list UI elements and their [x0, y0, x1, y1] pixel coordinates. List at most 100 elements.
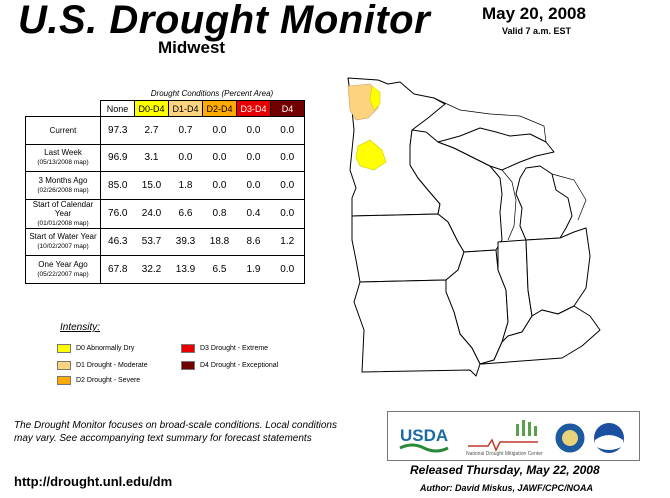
row-label-text: 3 Months Ago [38, 175, 88, 185]
table-cell: 0.0 [270, 143, 305, 172]
table-cell: 0.0 [270, 171, 305, 200]
logos-graphic: USDA National Drought Mitigation Center [399, 420, 624, 457]
column-header-none: None [100, 100, 135, 117]
row-label: Current [25, 116, 101, 145]
usda-logo-bg [400, 426, 444, 444]
column-header-d4: D4 [270, 100, 305, 117]
lake-huron [551, 173, 587, 221]
table-cell: 0.7 [168, 116, 203, 145]
drought-conditions-table: None D0-D4 D1-D4 D2-D4 D3-D4 D4 Current … [25, 100, 305, 284]
state-ohio [525, 227, 591, 317]
table-cell: 1.2 [270, 227, 305, 256]
row-label: Last Week (05/13/2008 map) [25, 143, 101, 172]
table-cell: 0.0 [270, 255, 305, 284]
legend-item: D1 Drought - Moderate [57, 361, 148, 370]
lake-michigan [501, 169, 517, 241]
row-sublabel: (05/22/2007 map) [37, 270, 89, 278]
table-cell: 6.6 [168, 198, 203, 229]
table-cell: 67.8 [100, 255, 135, 284]
legend-item: D0 Abnormally Dry [57, 344, 134, 353]
table-cell: 15.0 [134, 171, 169, 200]
table-cell: 39.3 [168, 227, 203, 256]
legend-swatch [57, 376, 71, 385]
column-header-d1-d4: D1-D4 [168, 100, 203, 117]
release-date: Released Thursday, May 22, 2008 [410, 463, 600, 477]
table-row: One Year Ago (05/22/2007 map) 67.8 32.2 1… [25, 255, 305, 284]
row-sublabel: (02/26/2008 map) [37, 186, 89, 194]
legend-label: D4 Drought - Exceptional [200, 362, 279, 369]
row-label: One Year Ago (05/22/2007 map) [25, 255, 101, 284]
table-cell: 0.8 [202, 198, 237, 229]
usda-logo-swoosh [399, 443, 449, 453]
legend-swatch [57, 344, 71, 353]
drought-area-d0-central [355, 139, 387, 171]
region-name: Midwest [158, 38, 226, 57]
table-cell: 46.3 [100, 227, 135, 256]
table-row: Start of Water Year (10/02/2007 map) 46.3… [25, 227, 305, 256]
table-cell: 0.0 [202, 116, 237, 145]
lake-superior [433, 97, 547, 143]
legend-item: D4 Drought - Exceptional [181, 361, 278, 370]
website-link[interactable]: http://drought.unl.edu/dm [14, 474, 173, 489]
legend-label: D3 Drought - Extreme [200, 345, 269, 352]
table-header-row: None D0-D4 D1-D4 D2-D4 D3-D4 D4 [26, 100, 305, 117]
row-label-text: One Year Ago [38, 259, 88, 269]
legend-title: Intensity: [60, 322, 101, 333]
column-header-d0-d4: D0-D4 [134, 100, 169, 117]
table-cell: 24.0 [134, 198, 169, 229]
drought-area-d0-north [369, 85, 381, 111]
table-cell: 76.0 [100, 198, 135, 229]
table-cell: 0.0 [236, 143, 271, 172]
state-iowa [351, 213, 465, 283]
table-cell: 2.7 [134, 116, 169, 145]
row-label-text: Last Week [44, 148, 82, 158]
row-sublabel: (10/02/2007 map) [37, 243, 89, 251]
table-cell: 32.2 [134, 255, 169, 284]
table-row: Current 97.3 2.7 0.7 0.0 0.0 0.0 [25, 116, 305, 145]
legend-swatch [181, 344, 195, 353]
table-cell: 1.8 [168, 171, 203, 200]
table-cell: 0.0 [202, 143, 237, 172]
table-cell: 96.9 [100, 143, 135, 172]
table-cell: 0.0 [236, 171, 271, 200]
usda-logo-text: USDA [400, 426, 448, 445]
doc-seal-center [562, 430, 578, 446]
legend-item: D2 Drought - Severe [57, 376, 140, 385]
legend-label: D1 Drought - Moderate [76, 362, 148, 369]
table-cell: 8.6 [236, 227, 271, 256]
table-cell: 97.3 [100, 116, 135, 145]
state-kentucky [479, 305, 601, 365]
noaa-logo-wave [595, 435, 623, 450]
row-sublabel: (01/01/2008 map) [37, 219, 89, 227]
legend-label: D2 Drought - Severe [76, 377, 141, 384]
legend-item: D3 Drought - Extreme [181, 344, 268, 353]
table-cell: 0.0 [202, 171, 237, 200]
table-row: 3 Months Ago (02/26/2008 map) 85.0 15.0 1… [25, 171, 305, 200]
state-michigan-upper [437, 127, 555, 171]
table-cell: 13.9 [168, 255, 203, 284]
table-corner [26, 101, 101, 117]
state-michigan-lower [515, 165, 573, 241]
ndmc-logo-text: National Drought Mitigation Center [466, 451, 543, 457]
table-cell: 0.0 [270, 198, 305, 229]
table-cell: 3.1 [134, 143, 169, 172]
table-row: Last Week (05/13/2008 map) 96.9 3.1 0.0 0… [25, 143, 305, 172]
page-title: U.S. Drought Monitor [18, 0, 431, 42]
legend-swatch [57, 361, 71, 370]
table-cell: 6.5 [202, 255, 237, 284]
column-header-d3-d4: D3-D4 [236, 100, 271, 117]
row-label-text: Current [49, 125, 77, 135]
valid-time: Valid 7 a.m. EST [502, 26, 572, 36]
row-label: Start of Water Year (10/02/2007 map) [25, 227, 101, 256]
table-row: Start of Calendar Year (01/01/2008 map) 7… [25, 198, 305, 229]
table-cell: 53.7 [134, 227, 169, 256]
ndmc-logo-icon [468, 420, 538, 452]
row-label-text: Start of Calendar Year [32, 199, 94, 218]
row-sublabel: (05/13/2008 map) [37, 159, 89, 167]
table-cell: 18.8 [202, 227, 237, 256]
row-label: Start of Calendar Year (01/01/2008 map) [25, 198, 101, 229]
table-cell: 1.9 [236, 255, 271, 284]
table-cell: 0.0 [270, 116, 305, 145]
row-label-text: Start of Water Year [29, 232, 97, 242]
legend-label: D0 Abnormally Dry [76, 345, 135, 352]
